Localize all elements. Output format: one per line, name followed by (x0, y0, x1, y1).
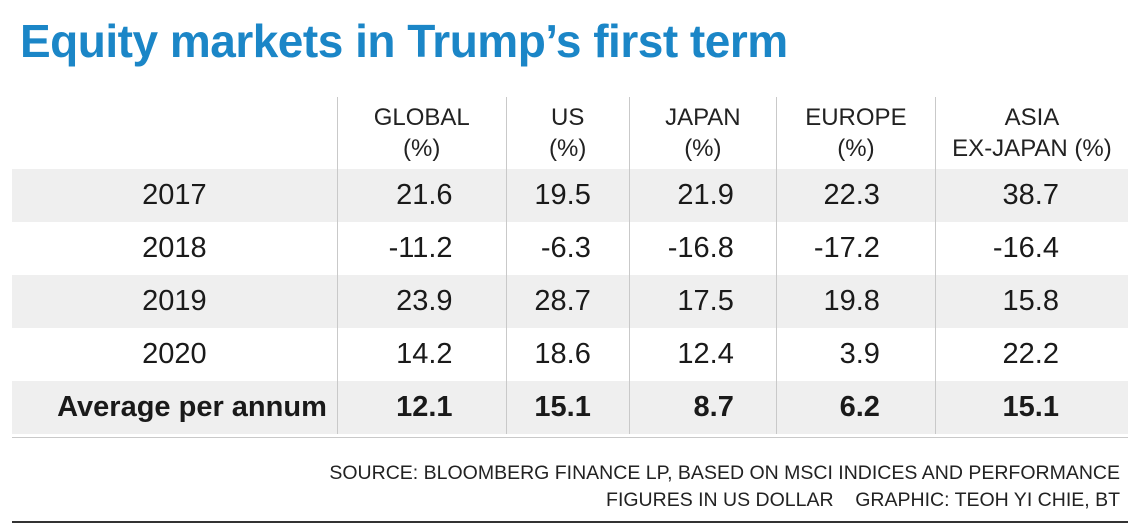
table-row: 2017 21.6 19.5 21.9 22.3 38.7 (12, 169, 1128, 222)
table-cell: 8.7 (628, 381, 777, 434)
column-header-line2: (%) (549, 135, 587, 162)
table-cell: -17.2 (775, 222, 936, 275)
row-label: 2019 (142, 285, 207, 317)
column-header-line1: EUROPE (805, 104, 907, 131)
table-cell: 21.9 (628, 169, 777, 222)
table-bottom-rule (12, 437, 1128, 438)
table-cell: -11.2 (336, 222, 507, 275)
table-cell: 15.1 (505, 381, 630, 434)
row-label: Average per annum (57, 391, 327, 423)
header-corner (12, 97, 337, 169)
column-header: ASIA EX-JAPAN (%) (934, 97, 1128, 169)
table-cell: 12.4 (628, 328, 777, 381)
average-row: Average per annum 12.1 15.1 8.7 6.2 15.1 (12, 381, 1128, 434)
table-cell: -6.3 (505, 222, 630, 275)
column-header-line1: ASIA (1004, 104, 1060, 131)
column-header-line2: EX-JAPAN (%) (952, 135, 1112, 162)
column-header-line2: (%) (684, 135, 722, 162)
table-cell: 12.1 (336, 381, 507, 434)
table-cell: 23.9 (336, 275, 507, 328)
table-row: 2019 23.9 28.7 17.5 19.8 15.8 (12, 275, 1128, 328)
column-header-line1: GLOBAL (373, 104, 470, 131)
row-label: 2020 (142, 338, 207, 370)
column-header: GLOBAL (%) (336, 97, 507, 169)
table-cell: -16.4 (934, 222, 1128, 275)
table-cell: 22.2 (934, 328, 1128, 381)
column-header-line1: JAPAN (665, 104, 741, 131)
table-cell: 15.1 (934, 381, 1128, 434)
data-table: GLOBAL (%) US (%) JAPAN (%) EUROPE (%) A… (12, 97, 1128, 434)
table-cell: 3.9 (775, 328, 936, 381)
table-cell: 15.8 (934, 275, 1128, 328)
source-line2: FIGURES IN US DOLLAR GRAPHIC: TEOH YI CH… (606, 489, 1120, 511)
row-label: 2017 (142, 179, 207, 211)
row-label: 2018 (142, 232, 207, 264)
column-header: US (%) (505, 97, 630, 169)
table-cell: 28.7 (505, 275, 630, 328)
table-cell: 17.5 (628, 275, 777, 328)
chart-title: Equity markets in Trump’s first term (20, 15, 788, 67)
column-header-line2: (%) (403, 135, 441, 162)
table-cell: 38.7 (934, 169, 1128, 222)
table-cell: 22.3 (775, 169, 936, 222)
table-cell: 21.6 (336, 169, 507, 222)
table-cell: 19.5 (505, 169, 630, 222)
table-cell: 6.2 (775, 381, 936, 434)
source-note: SOURCE: BLOOMBERG FINANCE LP, BASED ON M… (329, 460, 1120, 514)
table-cell: 14.2 (336, 328, 507, 381)
column-header-line2: (%) (837, 135, 875, 162)
table-cell: 18.6 (505, 328, 630, 381)
source-line1: SOURCE: BLOOMBERG FINANCE LP, BASED ON M… (329, 462, 1120, 484)
table-cell: 19.8 (775, 275, 936, 328)
table-cell: -16.8 (628, 222, 777, 275)
column-header: EUROPE (%) (775, 97, 936, 169)
table-row: 2020 14.2 18.6 12.4 3.9 22.2 (12, 328, 1128, 381)
footer-rule (12, 521, 1128, 523)
header-row: GLOBAL (%) US (%) JAPAN (%) EUROPE (%) A… (12, 97, 1128, 169)
column-header: JAPAN (%) (628, 97, 777, 169)
table-row: 2018 -11.2 -6.3 -16.8 -17.2 -16.4 (12, 222, 1128, 275)
column-header-line1: US (551, 104, 585, 131)
